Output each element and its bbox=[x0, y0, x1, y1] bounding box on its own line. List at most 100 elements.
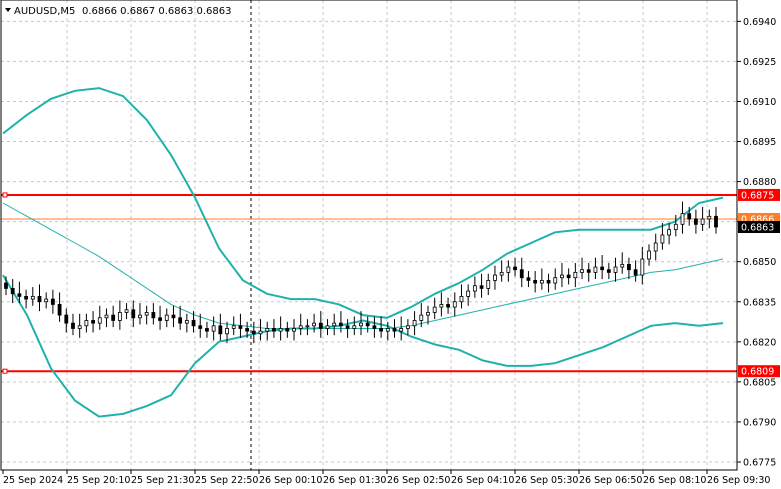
candle bbox=[486, 273, 491, 296]
x-tick-label: 25 Sep 20:10 bbox=[67, 475, 130, 486]
candle bbox=[312, 313, 317, 333]
candle-body bbox=[459, 296, 464, 303]
candle bbox=[687, 206, 692, 226]
candle-body bbox=[198, 325, 203, 329]
candle bbox=[439, 292, 444, 317]
candle bbox=[272, 319, 276, 338]
candle-body bbox=[151, 312, 156, 319]
candle-body bbox=[298, 325, 303, 329]
candle bbox=[493, 265, 497, 290]
candle bbox=[566, 268, 571, 285]
candle-body bbox=[446, 304, 450, 308]
candle-body bbox=[653, 242, 658, 252]
level-anchor bbox=[2, 368, 8, 374]
candle-body bbox=[647, 250, 651, 260]
candle bbox=[318, 311, 323, 338]
candle bbox=[359, 311, 363, 336]
candle bbox=[97, 305, 102, 330]
candle-body bbox=[77, 325, 82, 329]
candle-body bbox=[138, 314, 142, 319]
candle-body bbox=[412, 320, 417, 327]
candle bbox=[412, 311, 417, 336]
candle bbox=[385, 321, 390, 341]
candle bbox=[446, 297, 450, 314]
resistance-tag: 0.6875 bbox=[741, 190, 774, 201]
candle bbox=[466, 284, 471, 306]
candle-body bbox=[44, 298, 49, 303]
candle bbox=[700, 206, 705, 231]
candle-body bbox=[37, 296, 42, 303]
candle bbox=[533, 271, 538, 293]
candle-body bbox=[472, 285, 477, 292]
candle bbox=[640, 247, 645, 285]
y-tick-label: 0.6835 bbox=[743, 297, 776, 308]
candle bbox=[707, 209, 712, 229]
candle bbox=[24, 289, 28, 309]
candle-body bbox=[694, 218, 698, 225]
candle-body bbox=[479, 285, 484, 289]
candle bbox=[171, 305, 176, 328]
candle bbox=[71, 313, 75, 336]
candle-body bbox=[218, 325, 223, 335]
candle bbox=[586, 263, 591, 282]
candle-body bbox=[352, 325, 357, 329]
candle bbox=[211, 316, 216, 341]
candle-body bbox=[332, 322, 337, 327]
candle bbox=[399, 316, 404, 341]
x-tick-label: 25 Sep 2024 bbox=[3, 475, 63, 486]
candle-body bbox=[318, 322, 323, 329]
candle-body bbox=[546, 279, 551, 284]
candle-body bbox=[466, 290, 471, 297]
candle-body bbox=[560, 274, 564, 279]
candle bbox=[138, 303, 142, 325]
candle bbox=[44, 292, 49, 309]
candle bbox=[633, 260, 638, 282]
candle bbox=[184, 313, 189, 333]
candle bbox=[519, 257, 524, 288]
candle bbox=[426, 305, 430, 325]
triangle-down-icon[interactable] bbox=[5, 8, 11, 12]
candle-body bbox=[345, 325, 350, 329]
candle-body bbox=[419, 314, 424, 321]
candle-body bbox=[452, 301, 457, 308]
x-tick-label: 26 Sep 06:50 bbox=[579, 475, 642, 486]
candle-body bbox=[111, 314, 116, 321]
candle bbox=[553, 268, 558, 290]
candle-body bbox=[439, 304, 444, 308]
candle-body bbox=[566, 274, 571, 279]
candle bbox=[580, 257, 584, 280]
x-tick-label: 26 Sep 02:50 bbox=[387, 475, 450, 486]
candle bbox=[627, 257, 631, 280]
candle bbox=[245, 321, 250, 338]
candle bbox=[251, 321, 256, 344]
candle-body bbox=[700, 218, 705, 225]
candle-body bbox=[238, 325, 243, 329]
candle-body bbox=[171, 314, 176, 319]
candle-body bbox=[30, 296, 35, 300]
candle bbox=[472, 276, 477, 298]
candle-body bbox=[278, 328, 283, 332]
candle-body bbox=[50, 298, 55, 305]
candle bbox=[539, 268, 544, 290]
candle bbox=[218, 313, 223, 341]
candle bbox=[593, 257, 598, 280]
candle-body bbox=[57, 304, 62, 316]
candle bbox=[606, 263, 611, 280]
candle bbox=[292, 319, 296, 341]
candle bbox=[432, 297, 437, 320]
ohlc-label: 0.6866 0.6867 0.6863 0.6863 bbox=[82, 6, 232, 17]
candle-body bbox=[225, 328, 229, 335]
candle bbox=[667, 222, 672, 245]
candle-body bbox=[211, 325, 216, 332]
candle bbox=[84, 313, 89, 333]
plot-frame bbox=[0, 0, 738, 471]
x-tick-label: 26 Sep 05:30 bbox=[515, 475, 578, 486]
candle-body bbox=[372, 325, 377, 329]
candle-body bbox=[533, 279, 538, 284]
candle-body bbox=[91, 320, 95, 324]
candle bbox=[673, 214, 678, 237]
candle-body bbox=[573, 271, 578, 279]
candle bbox=[144, 305, 149, 325]
